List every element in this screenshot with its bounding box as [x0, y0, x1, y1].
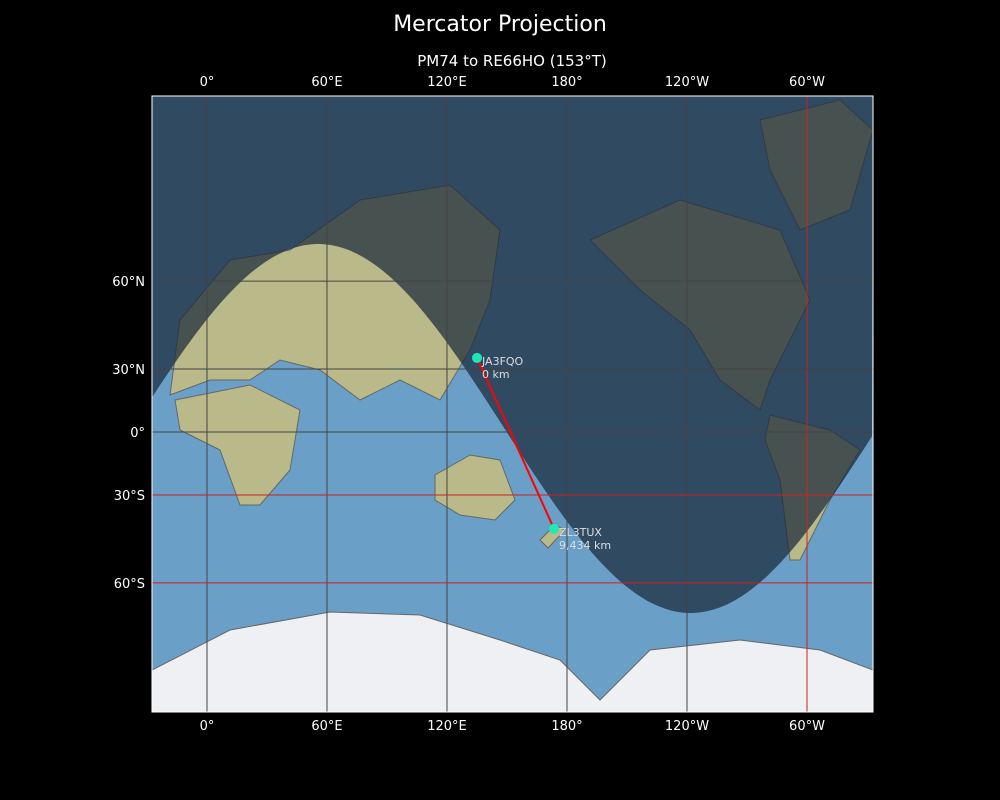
- x-tick-label-bottom: 120°W: [665, 719, 709, 734]
- map-subtitle: PM74 to RE66HO (153°T): [417, 52, 607, 70]
- y-tick-label: 30°N: [112, 363, 145, 378]
- x-tick-label-bottom: 60°W: [789, 719, 825, 734]
- x-tick-label-top: 60°W: [789, 75, 825, 90]
- y-tick-label: 0°: [130, 426, 145, 441]
- map-frame: [151, 95, 874, 713]
- station-distance: 0 km: [482, 368, 510, 381]
- graticule: [152, 96, 873, 712]
- x-tick-label-top: 120°W: [665, 75, 709, 90]
- y-tick-label: 60°S: [114, 577, 145, 592]
- station-marker[interactable]: [549, 523, 559, 534]
- x-tick-label-bottom: 0°: [200, 719, 215, 734]
- night-shading: [152, 96, 873, 613]
- great-circle-path: [476, 357, 555, 530]
- station-callsign: ZL3TUX: [559, 526, 602, 539]
- x-tick-label-top: 180°: [551, 75, 582, 90]
- x-tick-label-top: 0°: [200, 75, 215, 90]
- map-title: Mercator Projection: [393, 12, 607, 37]
- station-distance: 9,434 km: [559, 539, 611, 552]
- y-tick-label: 30°S: [114, 489, 145, 504]
- x-tick-label-bottom: 120°E: [427, 719, 467, 734]
- x-tick-label-top: 60°E: [311, 75, 342, 90]
- y-tick-label: 60°N: [112, 275, 145, 290]
- x-tick-label-bottom: 180°: [551, 719, 582, 734]
- x-tick-label-top: 120°E: [427, 75, 467, 90]
- x-tick-label-bottom: 60°E: [311, 719, 342, 734]
- station-callsign: JA3FQO: [481, 355, 524, 368]
- station-marker[interactable]: [472, 352, 482, 363]
